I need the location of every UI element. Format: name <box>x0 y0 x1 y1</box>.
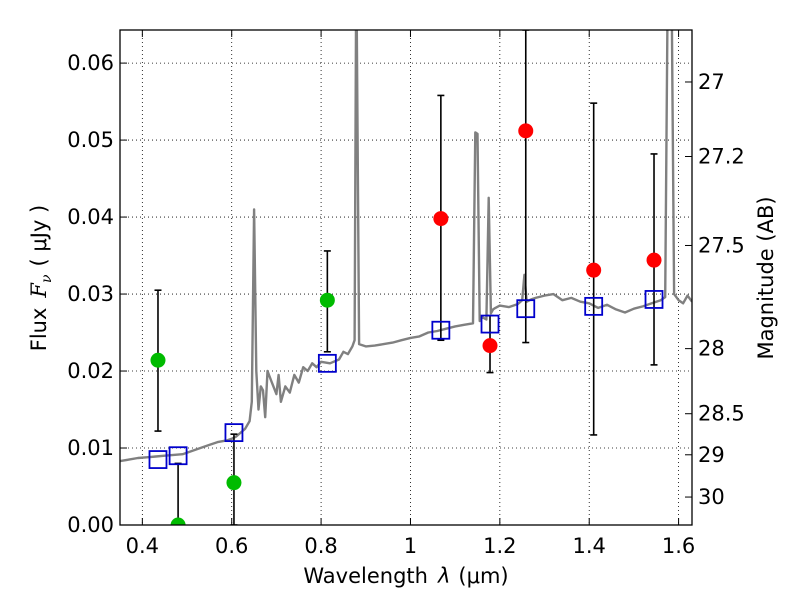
x-tick-label: 0.4 <box>126 534 159 558</box>
green-data-point <box>226 475 242 491</box>
y2-tick-label: 27.2 <box>698 145 745 169</box>
model-square <box>317 353 337 373</box>
spectrum-layer <box>120 30 692 463</box>
green-data-point <box>170 517 186 525</box>
y2-tick-label: 28.5 <box>698 402 745 426</box>
red-data-point <box>482 338 498 354</box>
y-tick-label: 0.03 <box>67 282 114 306</box>
model-square <box>224 423 244 443</box>
y2-tick-label: 27 <box>698 70 725 94</box>
green-data-point <box>150 352 166 368</box>
x-tick-label: 1.4 <box>573 534 606 558</box>
y2-tick-label: 29 <box>698 443 725 467</box>
y-tick-label: 0.04 <box>67 205 114 229</box>
plot-frame <box>119 29 693 526</box>
y2-tick-label: 28 <box>698 337 725 361</box>
model-square <box>148 450 168 469</box>
y-axis-label-subscript: ν <box>39 274 55 283</box>
y-tick-label: 0.01 <box>67 436 114 460</box>
red-data-point <box>646 252 662 268</box>
model-square <box>516 299 536 319</box>
y-tick-label: 0.00 <box>67 513 114 537</box>
x-axis-label-text: Wavelength <box>303 564 428 588</box>
y-tick-label: 0.06 <box>67 51 114 75</box>
x-tick-label: 0.8 <box>304 534 337 558</box>
x-tick-label: 0.6 <box>215 534 248 558</box>
y-tick-label: 0.05 <box>67 128 114 152</box>
red-data-point <box>518 123 534 139</box>
ticks: 0.4 0.6 0.8 1 1.2 1.4 1.6 0.00 0.01 0.02 0.03 0.04 0… <box>67 30 745 558</box>
spectrum-line <box>120 30 692 463</box>
y2-tick-label: 27.5 <box>698 233 745 257</box>
x-axis-label: Wavelength λ (μm) <box>303 564 508 588</box>
green-data-point <box>319 292 335 308</box>
x-tick-label: 1.2 <box>483 534 516 558</box>
model-square <box>644 290 664 309</box>
x-tick-label: 1.6 <box>662 534 695 558</box>
model-square <box>584 296 604 316</box>
marker-layer <box>148 123 664 525</box>
y-axis-label-symbol: F <box>27 282 51 299</box>
y-axis-label: Flux Fν ( μJy ) <box>27 205 55 351</box>
y2-axis-label: Magnitude (AB) <box>754 196 778 359</box>
y-tick-label: 0.02 <box>67 359 114 383</box>
model-square <box>431 320 451 340</box>
y-axis-label-unit: ( μJy ) <box>27 205 51 267</box>
plot-background <box>120 30 692 525</box>
y2-tick-label: 30 <box>698 485 725 509</box>
model-square <box>480 314 500 334</box>
y-axis-label-text: Flux <box>27 308 51 352</box>
red-data-point <box>586 262 602 278</box>
red-data-point <box>433 211 449 227</box>
model-square <box>168 446 188 466</box>
x-axis-label-symbol: λ <box>437 564 450 588</box>
x-axis-label-unit: (μm) <box>458 564 508 588</box>
x-tick-label: 1 <box>404 534 417 558</box>
